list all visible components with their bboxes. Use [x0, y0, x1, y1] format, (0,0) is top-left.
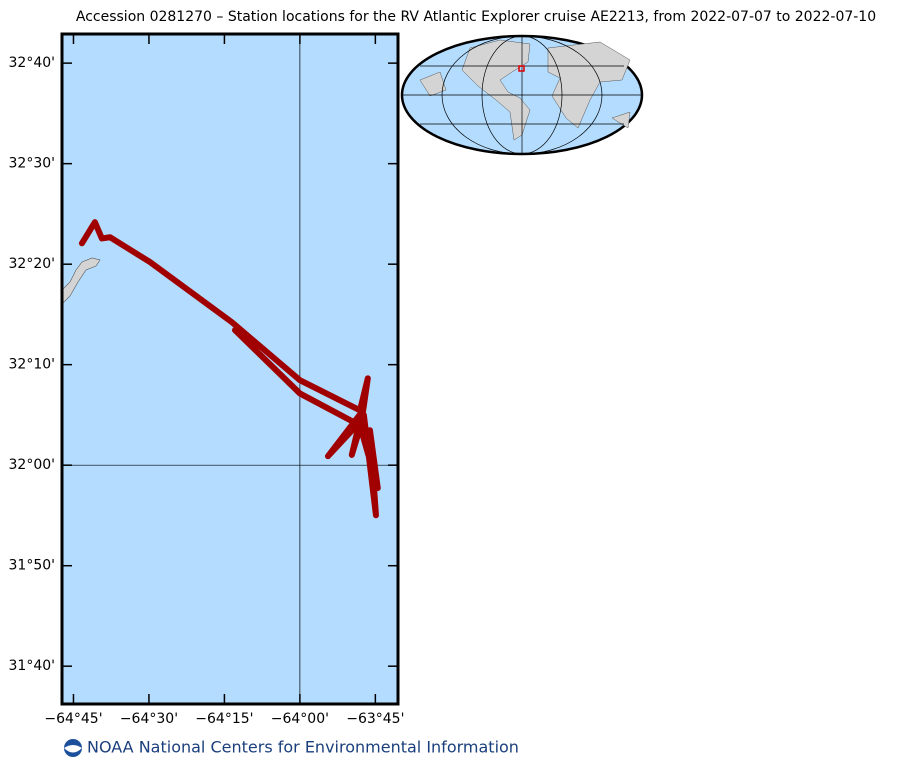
map-frame: [60, 32, 400, 706]
location-marker: [518, 65, 525, 72]
americas: [461, 39, 531, 141]
y-tick-label: 32°30': [9, 156, 55, 172]
y-tick-label: 32°40': [9, 55, 55, 71]
title: Accession 0281270 – Station locations fo…: [76, 9, 876, 25]
inset-globe: [400, 34, 644, 156]
y-tick-label: 32°20': [9, 256, 55, 272]
graticule: [402, 35, 642, 155]
y-tick-label: 32°00': [9, 457, 55, 473]
x-tick-label: −64°30': [120, 711, 178, 727]
cruise-track: [78, 219, 381, 519]
y-tick-label: 32°10': [9, 357, 55, 373]
x-tick-label: −64°45': [44, 711, 102, 727]
y-tick-label: 31°50': [9, 558, 55, 574]
eurafrica: [547, 41, 631, 129]
other-land: [419, 71, 631, 129]
y-tick-label: 31°40': [9, 658, 55, 674]
bermuda-land: [61, 257, 101, 305]
footer: NOAA National Centers for Environmental …: [87, 738, 519, 757]
x-tick-label: −63°45': [346, 711, 404, 727]
ocean: [62, 34, 398, 704]
x-tick-label: −64°00': [271, 711, 329, 727]
x-tick-label: −64°15': [195, 711, 253, 727]
noaa-logo: [64, 739, 82, 757]
